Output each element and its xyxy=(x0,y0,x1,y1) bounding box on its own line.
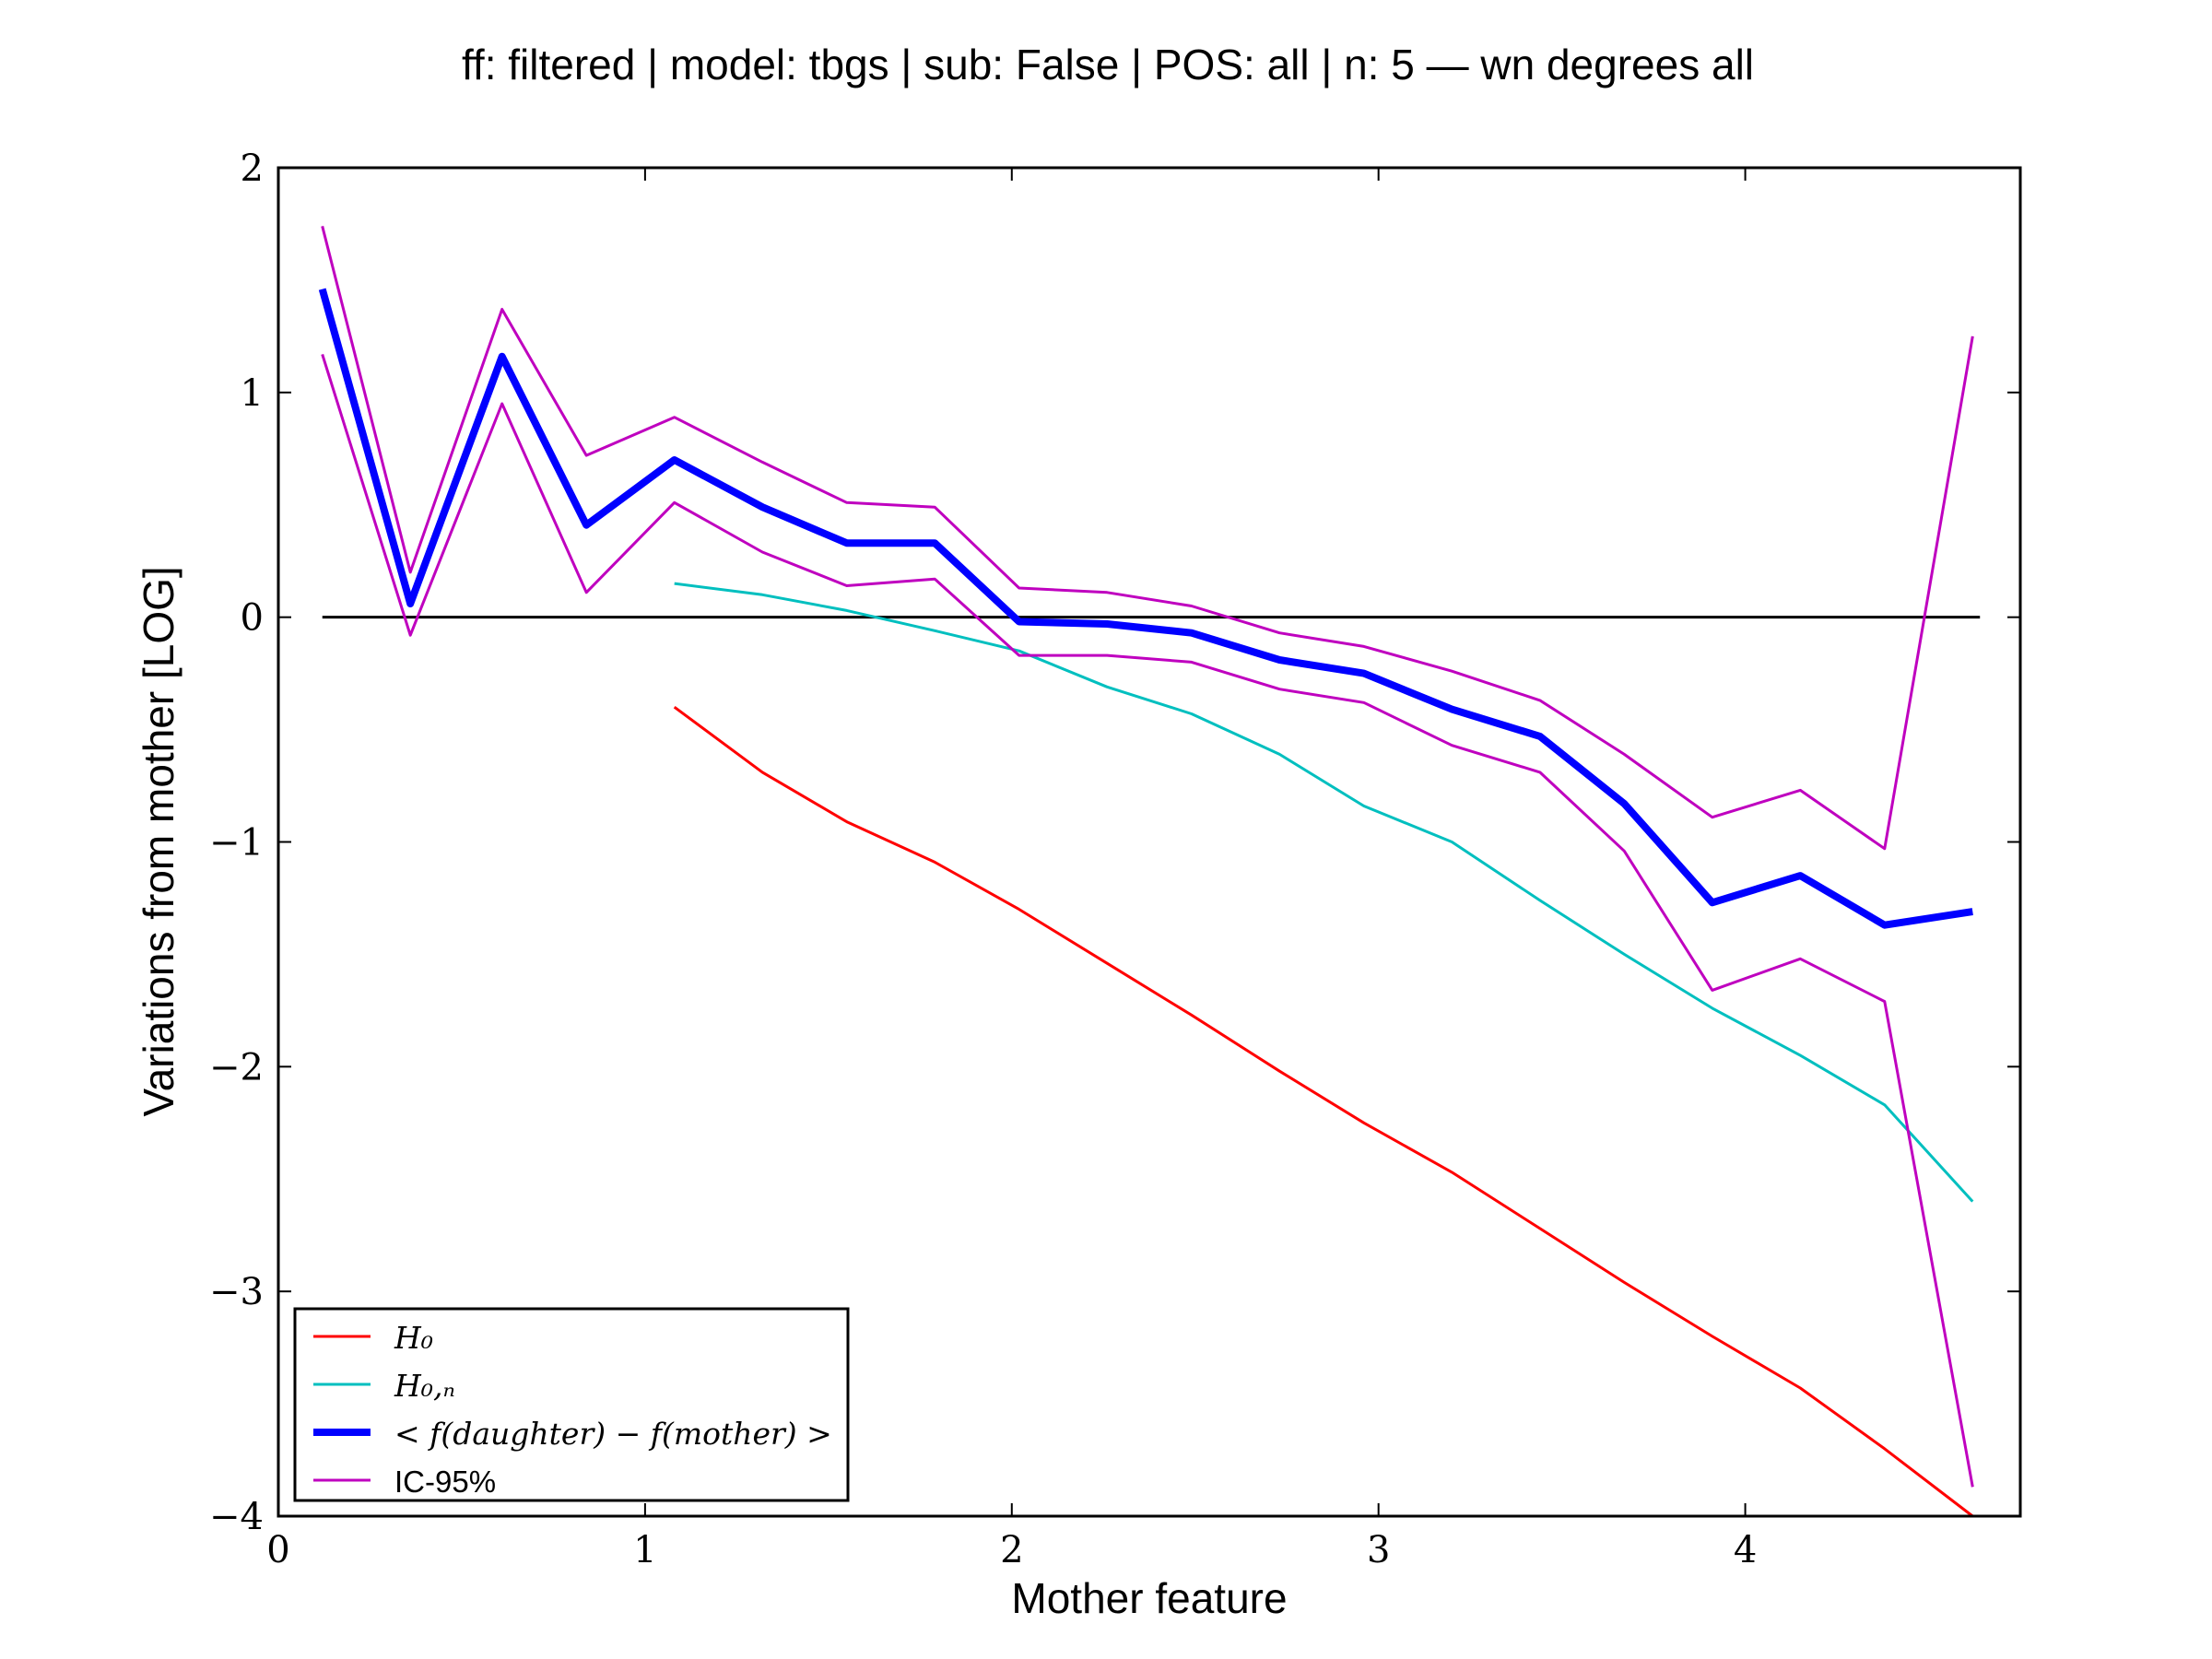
plot-background xyxy=(278,168,2020,1516)
y-tick-label: −2 xyxy=(209,1046,264,1088)
x-axis-label: Mother feature xyxy=(1011,1574,1287,1622)
series-line-0 xyxy=(673,705,1974,1518)
x-tick-label: 4 xyxy=(1734,1529,1757,1571)
series-line-1 xyxy=(674,582,1974,1203)
legend-label-0: H₀ xyxy=(394,1320,433,1356)
legend-label-2: < f(daughter) − f(mother) > xyxy=(394,1416,832,1452)
series-layer xyxy=(318,226,1974,1518)
y-tick-label: 0 xyxy=(241,597,264,640)
x-tick-label: 1 xyxy=(633,1529,656,1571)
legend-items: H₀ H₀,ₙ < f(daughter) − f(mother) > IC-95% xyxy=(313,1320,832,1499)
plot-frame xyxy=(276,166,2022,1518)
chart-title: ff: filtered | model: tbgs | sub: False … xyxy=(462,41,1754,88)
y-tick-label: −3 xyxy=(209,1271,264,1313)
y-tick-labels: −4 −3 −2 −1 0 1 2 xyxy=(209,147,264,1538)
x-tick-label: 2 xyxy=(1000,1529,1023,1571)
y-tick-label: −1 xyxy=(209,822,264,865)
legend-label-1: H₀,ₙ xyxy=(394,1368,455,1404)
series-line-4 xyxy=(321,353,1974,1488)
series-line-3 xyxy=(321,226,1974,851)
x-tick-label: 0 xyxy=(266,1529,289,1571)
y-tick-label: 1 xyxy=(241,372,264,415)
x-tick-labels: 0 1 2 3 4 xyxy=(266,1529,1757,1571)
y-tick-label: −4 xyxy=(209,1496,264,1538)
plot-area xyxy=(276,166,2022,1518)
y-axis-label: Variations from mother [LOG] xyxy=(135,566,182,1116)
legend: H₀ H₀,ₙ < f(daughter) − f(mother) > IC-95% xyxy=(293,1307,850,1502)
x-tick-label: 3 xyxy=(1367,1529,1390,1571)
legend-label-3: IC-95% xyxy=(394,1465,496,1499)
series-line-2 xyxy=(318,288,1973,929)
legend-frame xyxy=(293,1307,850,1502)
y-tick-label: 2 xyxy=(241,147,264,190)
